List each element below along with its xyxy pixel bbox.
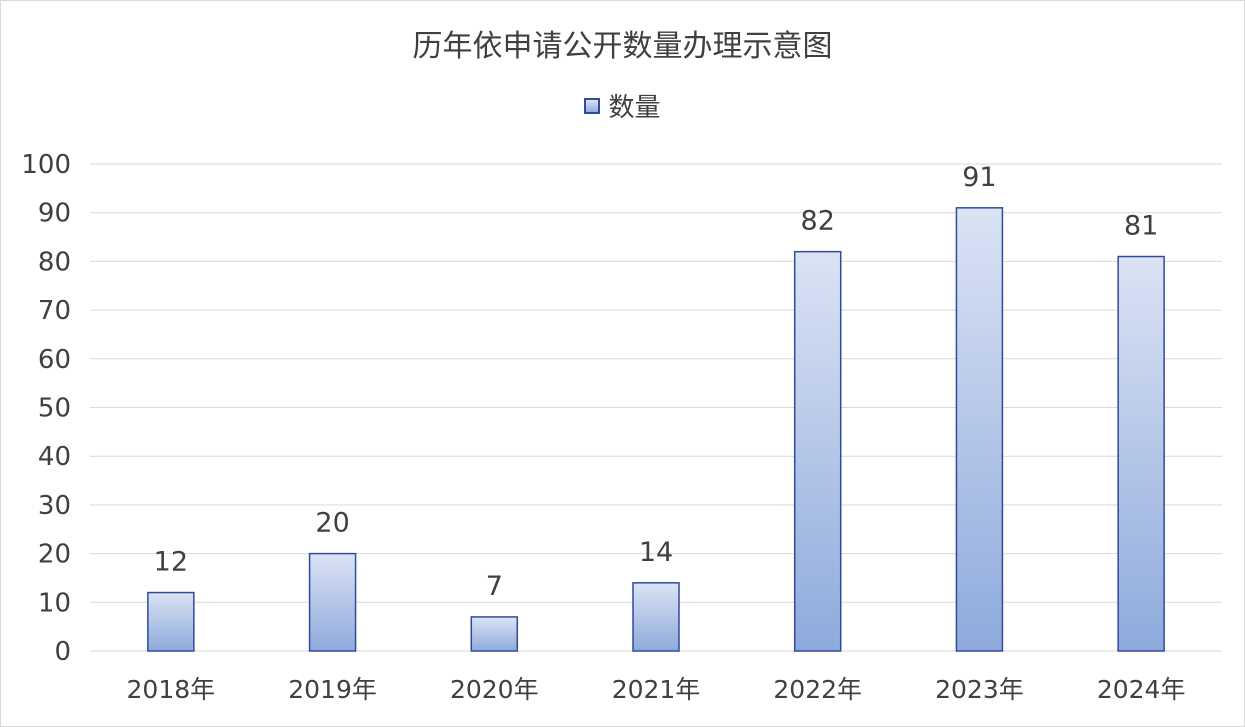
bar [1117,255,1165,652]
y-tick-label: 90 [38,199,71,229]
bar [470,616,519,652]
data-label: 91 [962,162,996,193]
y-tick-label: 30 [38,491,71,521]
y-tick-label: 40 [38,442,71,472]
data-labels: 12 20 7 14 82 91 81 [154,162,1159,602]
data-label: 12 [154,547,188,578]
data-label: 14 [639,537,673,568]
x-tick-label: 2022年 [773,675,862,704]
data-label: 20 [315,508,349,539]
x-tick-label: 2020年 [450,675,539,704]
bar [147,591,195,652]
legend: 数量 [1,87,1244,124]
x-tick-label: 2023年 [935,675,1024,704]
y-axis-ticks: 0 10 20 30 40 50 60 70 80 90 100 [21,150,71,667]
gridlines [90,163,1222,652]
y-tick-label: 0 [54,637,71,667]
chart-title: 历年依申请公开数量办理示意图 [412,29,833,64]
legend-swatch [584,97,601,114]
x-tick-label: 2024年 [1097,675,1186,704]
y-tick-label: 10 [38,588,71,618]
x-tick-label: 2019年 [288,675,377,704]
data-label: 81 [1124,211,1158,242]
x-tick-label: 2018年 [127,675,216,704]
bars [147,207,1165,652]
data-label: 7 [486,571,503,602]
y-tick-label: 60 [38,345,71,375]
bar [632,582,680,652]
y-tick-label: 70 [38,296,71,326]
bar [955,207,1004,652]
x-axis-ticks: 2018年 2019年 2020年 2021年 2022年 2023年 2024年 [127,675,1186,704]
bar [793,250,842,652]
y-tick-label: 20 [38,540,71,570]
y-tick-label: 100 [21,150,71,180]
y-tick-label: 50 [38,394,71,424]
bar [308,552,357,652]
data-label: 82 [801,206,835,237]
y-tick-label: 80 [38,247,71,277]
x-tick-label: 2021年 [612,675,701,704]
legend-label: 数量 [608,93,661,123]
